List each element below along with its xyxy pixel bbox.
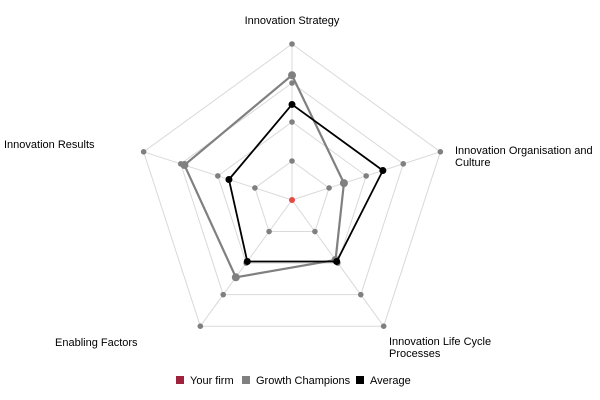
axis-label-1: Innovation Organisation and Culture bbox=[455, 145, 593, 169]
axis-label-3: Enabling Factors bbox=[55, 337, 138, 349]
series-line-average bbox=[228, 103, 384, 263]
axis-label-line: Culture bbox=[455, 157, 490, 169]
legend-swatch-your-firm bbox=[176, 376, 184, 384]
grid-marker bbox=[266, 228, 272, 235]
grid-marker bbox=[140, 148, 147, 155]
grid-marker bbox=[289, 80, 295, 86]
grid-marker bbox=[197, 323, 204, 330]
axis-label-line: Processes bbox=[389, 348, 441, 360]
series-layer bbox=[180, 71, 387, 282]
grid-ring-4 bbox=[143, 43, 441, 327]
axis-label-4: Innovation Results bbox=[4, 139, 95, 151]
grid-ring-3 bbox=[180, 82, 404, 296]
data-point-growth-champions bbox=[180, 161, 189, 170]
grid-marker bbox=[357, 291, 364, 298]
series-line-growth-champions bbox=[183, 74, 346, 279]
data-point-average bbox=[333, 258, 341, 266]
grid-marker bbox=[220, 291, 227, 298]
grid-layer bbox=[140, 41, 444, 330]
grid-ring-2 bbox=[217, 121, 367, 264]
grid-marker bbox=[380, 323, 387, 330]
data-point-average bbox=[288, 100, 296, 108]
grid-marker bbox=[326, 185, 332, 191]
data-point-average bbox=[225, 176, 233, 184]
axis-label-line: Innovation Life Cycle bbox=[389, 336, 491, 348]
data-point-your-firm bbox=[289, 197, 295, 203]
legend-label-your-firm: Your firm bbox=[190, 375, 234, 387]
grid-marker bbox=[252, 185, 258, 191]
legend-label-average: Average bbox=[370, 375, 411, 387]
axis-label-layer: Innovation Strategy Innovation Organisati… bbox=[4, 15, 593, 360]
grid-marker bbox=[289, 41, 295, 47]
axis-label-line: Innovation Organisation and bbox=[455, 145, 593, 157]
grid-marker bbox=[215, 173, 221, 179]
grid-ring-1 bbox=[254, 160, 330, 233]
grid-marker bbox=[289, 158, 295, 164]
grid-marker bbox=[312, 228, 318, 235]
data-point-growth-champions bbox=[288, 71, 296, 80]
data-point-growth-champions bbox=[339, 179, 348, 188]
grid-marker bbox=[363, 173, 369, 179]
data-point-average bbox=[243, 258, 251, 266]
data-point-average bbox=[379, 166, 387, 174]
axis-label-2: Innovation Life Cycle Processes bbox=[389, 336, 491, 360]
legend-swatch-average bbox=[356, 376, 364, 384]
grid-marker bbox=[289, 119, 295, 125]
data-point-growth-champions bbox=[231, 273, 240, 282]
legend-label-growth-champions: Growth Champions bbox=[256, 375, 351, 387]
grid-marker bbox=[400, 161, 407, 167]
legend-swatch-growth-champions bbox=[242, 376, 250, 384]
grid-marker bbox=[437, 148, 444, 155]
legend: Your firm Growth Champions Average bbox=[176, 375, 411, 387]
axis-label-0: Innovation Strategy bbox=[245, 15, 340, 27]
